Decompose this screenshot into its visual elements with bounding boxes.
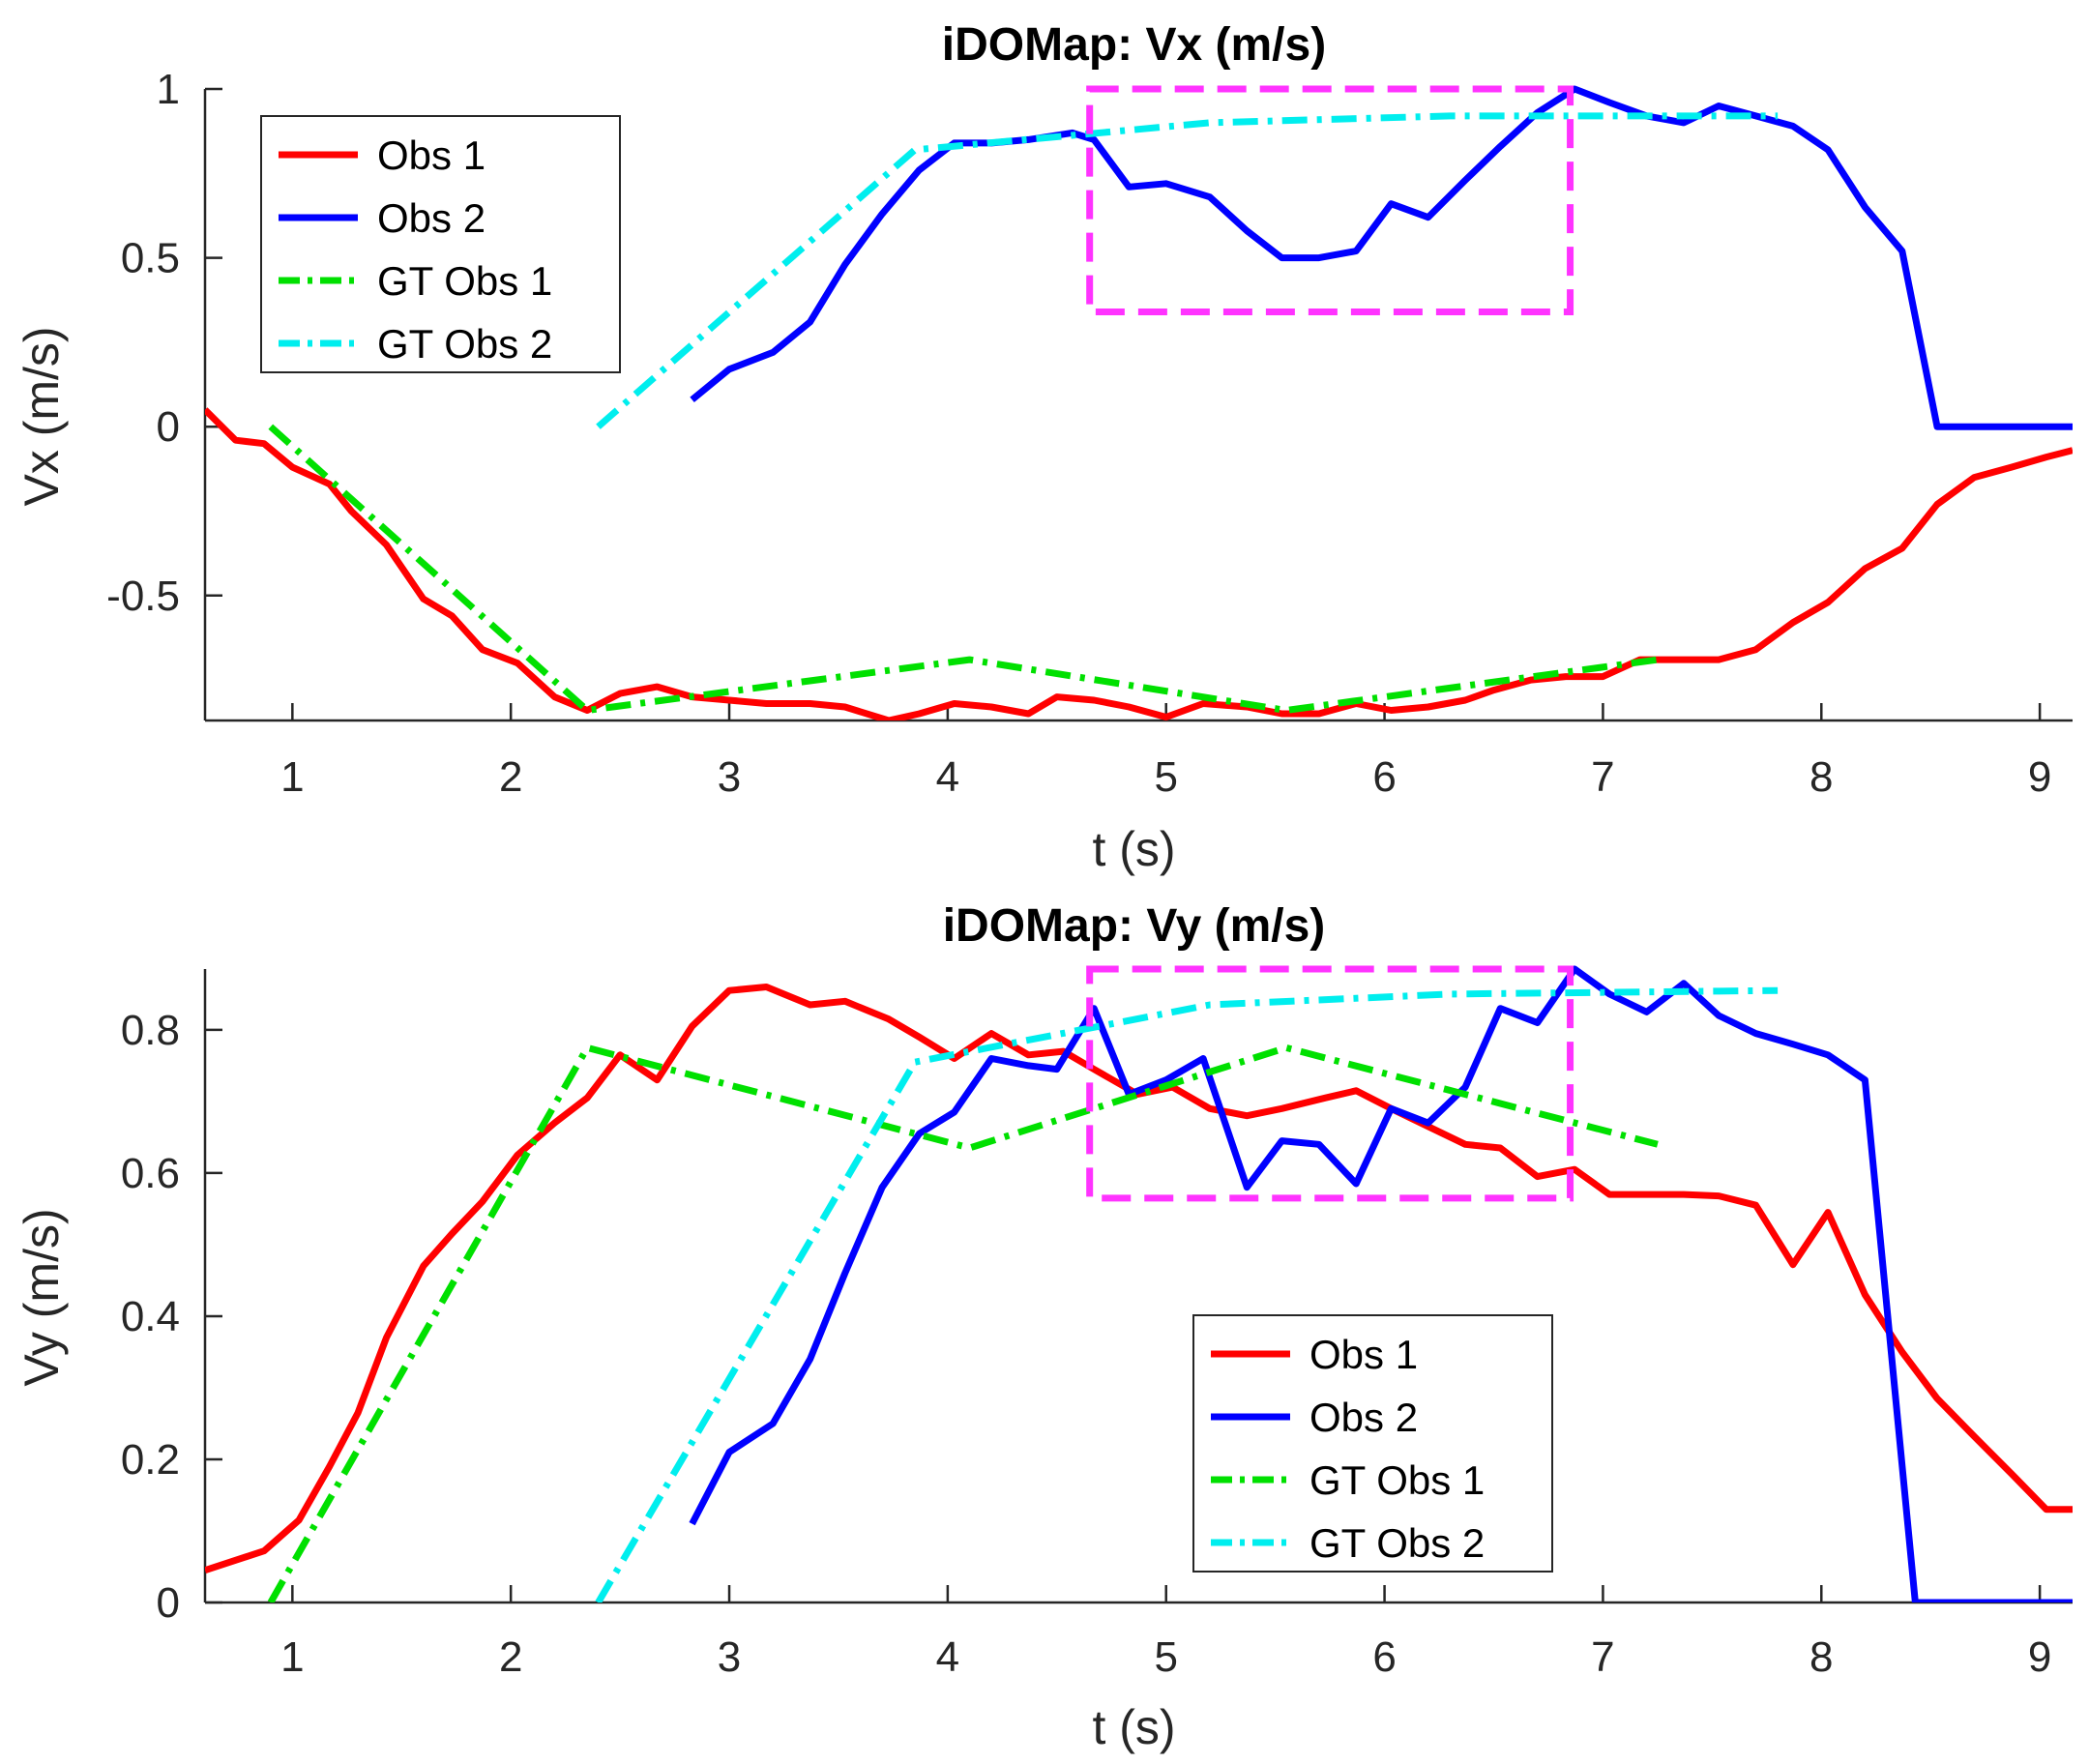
legend-label: GT Obs 2 bbox=[377, 321, 552, 367]
x-tick-label: 2 bbox=[499, 1633, 522, 1681]
x-tick-label: 7 bbox=[1591, 1633, 1614, 1681]
x-tick-label: 8 bbox=[1809, 753, 1833, 801]
legend-label: GT Obs 2 bbox=[1309, 1520, 1485, 1566]
y-tick-label: 0 bbox=[157, 1579, 180, 1627]
y-tick-label: 0.4 bbox=[121, 1293, 180, 1340]
x-tick-label: 2 bbox=[499, 753, 522, 801]
x-tick-label: 1 bbox=[280, 753, 304, 801]
legend: Obs 1 Obs 2 GT Obs 1 GT Obs 2 bbox=[1192, 1314, 1553, 1573]
x-tick-label: 5 bbox=[1154, 1633, 1177, 1681]
series-line-gt-obs-1 bbox=[267, 1044, 1659, 1602]
series-line-obs-1 bbox=[205, 407, 2073, 720]
series-line-obs-2 bbox=[689, 965, 2073, 1602]
highlight-box bbox=[1086, 965, 1574, 1202]
plot-area bbox=[205, 965, 2073, 1602]
y-tick-label: 0.6 bbox=[121, 1150, 180, 1197]
highlight-box bbox=[1086, 85, 1574, 315]
vy-chart: iDOMap: Vy (m/s) 1 2 3 4 5 6 7 8 9 0 0.2 0.4 0.6 0.8 t … bbox=[15, 900, 2073, 1754]
y-tick-label: 0 bbox=[157, 403, 180, 451]
legend-label: GT Obs 1 bbox=[377, 258, 552, 304]
legend-label: Obs 1 bbox=[1309, 1332, 1418, 1377]
series-line-gt-obs-1 bbox=[268, 424, 1659, 714]
vx-chart: iDOMap: Vx (m/s) 1 2 3 4 5 6 7 8 9 -0.5 0 0.5 1 t (s) V… bbox=[15, 19, 2073, 876]
x-tick-label: 6 bbox=[1372, 1633, 1396, 1681]
x-tick-label: 4 bbox=[936, 1633, 959, 1681]
y-tick-label: 0.8 bbox=[121, 1007, 180, 1054]
legend-label: GT Obs 1 bbox=[1309, 1457, 1485, 1503]
x-tick-label: 3 bbox=[718, 753, 741, 801]
legend-label: Obs 2 bbox=[377, 195, 485, 241]
x-tick-label: 9 bbox=[2028, 1633, 2051, 1681]
legend-box bbox=[1192, 1314, 1553, 1573]
y-tick-label: 0.2 bbox=[121, 1436, 180, 1484]
legend-label: Obs 1 bbox=[377, 132, 485, 178]
y-tick-label: -0.5 bbox=[106, 573, 180, 620]
series-line-gt-obs-2 bbox=[595, 986, 1779, 1602]
y-axis-label: Vy (m/s) bbox=[15, 1208, 69, 1386]
chart-title: iDOMap: Vy (m/s) bbox=[943, 900, 1326, 952]
y-tick-label: 0.5 bbox=[121, 235, 180, 282]
x-axis-label: t (s) bbox=[1092, 822, 1175, 876]
x-tick-label: 1 bbox=[280, 1633, 304, 1681]
x-tick-label: 6 bbox=[1372, 753, 1396, 801]
chart-title: iDOMap: Vx (m/s) bbox=[942, 19, 1326, 71]
x-tick-label: 3 bbox=[718, 1633, 741, 1681]
legend-label: Obs 2 bbox=[1309, 1395, 1418, 1440]
x-tick-label: 4 bbox=[936, 753, 959, 801]
series-line-obs-2 bbox=[690, 85, 2073, 430]
plot-area bbox=[205, 85, 2073, 720]
y-tick-label: 1 bbox=[157, 66, 180, 113]
legend-box bbox=[260, 115, 621, 373]
x-tick-label: 8 bbox=[1809, 1633, 1833, 1681]
x-tick-label: 5 bbox=[1154, 753, 1177, 801]
legend: Obs 1 Obs 2 GT Obs 1 GT Obs 2 bbox=[260, 115, 621, 373]
x-axis-label: t (s) bbox=[1092, 1700, 1175, 1754]
x-tick-label: 9 bbox=[2028, 753, 2051, 801]
y-axis-label: Vx (m/s) bbox=[15, 326, 69, 506]
x-tick-label: 7 bbox=[1591, 753, 1614, 801]
